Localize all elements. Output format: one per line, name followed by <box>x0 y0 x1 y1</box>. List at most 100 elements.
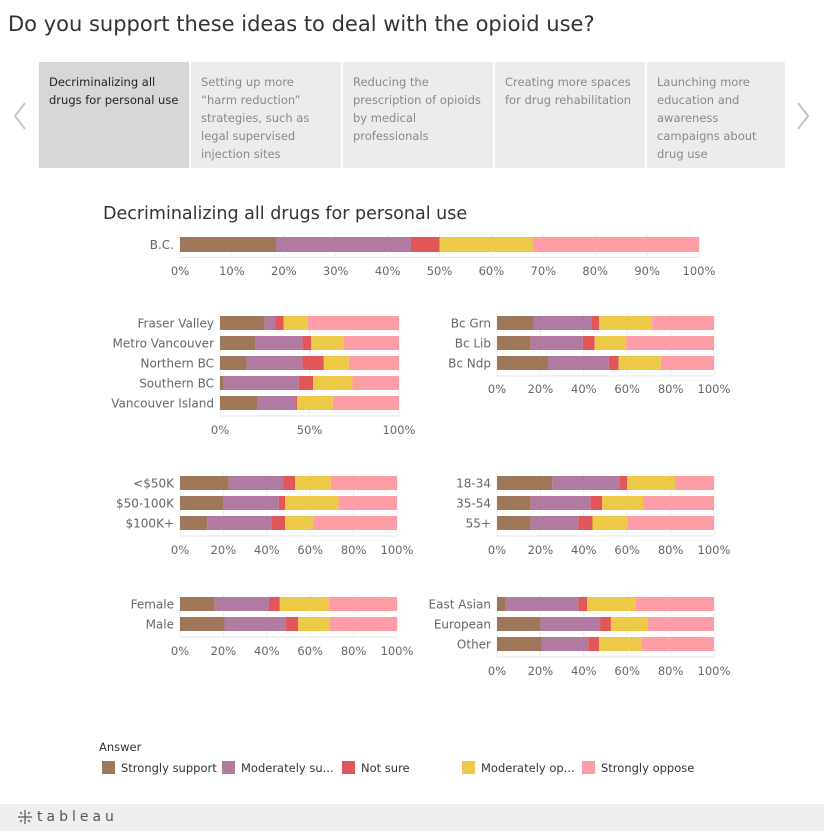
bar-segment-moderately-support <box>530 516 579 530</box>
next-arrow-icon[interactable] <box>789 96 817 136</box>
bar-segment-moderately-support <box>246 356 303 370</box>
bar-segment-strongly-oppose <box>643 496 714 510</box>
legend-label: Moderately op... <box>481 760 575 775</box>
bar-segment-not-sure <box>588 637 599 651</box>
bar-segment-moderately-support <box>223 376 299 390</box>
tick-label: 60% <box>297 543 323 557</box>
category-label: Bc Lib <box>455 337 491 351</box>
category-label: Vancouver Island <box>111 397 214 411</box>
bar-segment-strongly-oppose <box>647 617 714 631</box>
bar-segment-moderately-support <box>505 597 579 611</box>
bar-segment-not-sure <box>410 237 440 252</box>
bar-segment-not-sure <box>600 617 611 631</box>
bar-segment-not-sure <box>619 476 628 490</box>
bar-segment-strongly-oppose <box>352 376 399 390</box>
bar-segment-strongly-support <box>220 336 256 350</box>
legend-item-moderately-oppose[interactable]: Moderately op... <box>462 760 575 775</box>
bar-segment-strongly-oppose <box>660 356 714 370</box>
bar-segment-strongly-support <box>180 597 215 611</box>
bar-segment-moderately-support <box>224 617 286 631</box>
bar-segment-strongly-support <box>220 376 224 390</box>
tick-label: 80% <box>658 664 684 678</box>
bar-segment-strongly-support <box>220 396 258 410</box>
bar-segment-strongly-support <box>497 637 542 651</box>
tick-label: 0% <box>211 423 229 437</box>
legend-label: Not sure <box>361 760 410 775</box>
tick-label: 60% <box>479 264 505 278</box>
bar-segment-moderately-oppose <box>598 316 653 330</box>
chart-title: Decriminalizing all drugs for personal u… <box>103 204 467 224</box>
tick-label: 0% <box>171 543 189 557</box>
bar-segment-moderately-oppose <box>598 637 642 651</box>
tick-label: 100% <box>698 543 731 557</box>
tick-label: 70% <box>531 264 557 278</box>
previous-arrow-icon[interactable] <box>6 96 34 136</box>
category-label: European <box>434 618 491 632</box>
bar-segment-moderately-support <box>533 316 592 330</box>
tick-label: 100% <box>698 382 731 396</box>
bar-segment-not-sure <box>582 336 595 350</box>
bar-segment-moderately-support <box>540 617 601 631</box>
bar-segment-not-sure <box>278 496 286 510</box>
category-label: Northern BC <box>141 357 215 371</box>
bar-segment-moderately-support <box>264 316 276 330</box>
bar-segment-moderately-oppose <box>298 617 330 631</box>
bar-segment-moderately-oppose <box>587 597 636 611</box>
legend-item-moderately-support[interactable]: Moderately su... <box>222 760 334 775</box>
bar-segment-moderately-support <box>257 396 296 410</box>
tab-decriminalizing[interactable]: Decriminalizing all drugs for personal u… <box>39 62 189 168</box>
bar-segment-strongly-support <box>180 617 225 631</box>
bar-segment-strongly-oppose <box>343 336 399 350</box>
tick-label: 100% <box>683 264 716 278</box>
tick-label: 100% <box>698 664 731 678</box>
category-label: East Asian <box>429 598 491 612</box>
bar-segment-not-sure <box>285 617 299 631</box>
bar-segment-strongly-support <box>180 476 229 490</box>
tab-education-campaigns[interactable]: Launching more education and awareness c… <box>647 62 785 168</box>
question-tabs: Decriminalizing all drugs for personal u… <box>39 62 785 168</box>
bar-segment-not-sure <box>283 476 296 490</box>
category-label: 55+ <box>466 517 491 531</box>
bar-segment-strongly-support <box>180 496 224 510</box>
bar-segment-strongly-support <box>180 516 208 530</box>
bar-segment-strongly-support <box>497 597 506 611</box>
page-title: Do you support these ideas to deal with … <box>8 12 595 36</box>
tick-label: 90% <box>634 264 660 278</box>
category-label: Male <box>146 618 174 632</box>
bar-segment-strongly-support <box>220 316 265 330</box>
bar-segment-moderately-oppose <box>610 617 648 631</box>
category-label: 35-54 <box>456 497 491 511</box>
bar-segment-strongly-support <box>180 237 277 252</box>
tick-label: 20% <box>528 543 554 557</box>
tick-label: 40% <box>571 382 597 396</box>
tab-harm-reduction[interactable]: Setting up more “harm reduction” strateg… <box>191 62 341 168</box>
bar-segment-not-sure <box>590 496 603 510</box>
tableau-logo[interactable]: tableau <box>17 809 118 825</box>
tick-label: 20% <box>528 382 554 396</box>
tableau-plus-icon <box>18 810 32 824</box>
tick-label: 20% <box>528 664 554 678</box>
bar-segment-moderately-support <box>552 476 620 490</box>
tab-rehabilitation-spaces[interactable]: Creating more spaces for drug rehabilita… <box>495 62 645 168</box>
legend-item-strongly-support[interactable]: Strongly support <box>102 760 217 775</box>
category-label: 18-34 <box>456 477 491 491</box>
tick-label: 60% <box>614 382 640 396</box>
tab-reducing-prescription[interactable]: Reducing the prescription of opioids by … <box>343 62 493 168</box>
bar-segment-not-sure <box>578 516 593 530</box>
legend-item-strongly-oppose[interactable]: Strongly oppose <box>582 760 694 775</box>
bar-segment-not-sure <box>298 376 314 390</box>
bar-segment-moderately-oppose <box>295 476 331 490</box>
category-label: Southern BC <box>139 377 214 391</box>
tick-label: 80% <box>582 264 608 278</box>
bar-segment-moderately-support <box>541 637 589 651</box>
bar-segment-strongly-oppose <box>313 516 397 530</box>
bar-segment-strongly-oppose <box>626 336 714 350</box>
tick-label: 20% <box>211 644 237 658</box>
bar-segment-moderately-oppose <box>592 516 628 530</box>
bar-segment-moderately-support <box>228 476 284 490</box>
bar-segment-moderately-oppose <box>627 476 675 490</box>
legend-item-not-sure[interactable]: Not sure <box>342 760 410 775</box>
bar-segment-strongly-oppose <box>674 476 714 490</box>
bar-segment-strongly-support <box>497 617 541 631</box>
category-label: Bc Grn <box>451 317 491 331</box>
